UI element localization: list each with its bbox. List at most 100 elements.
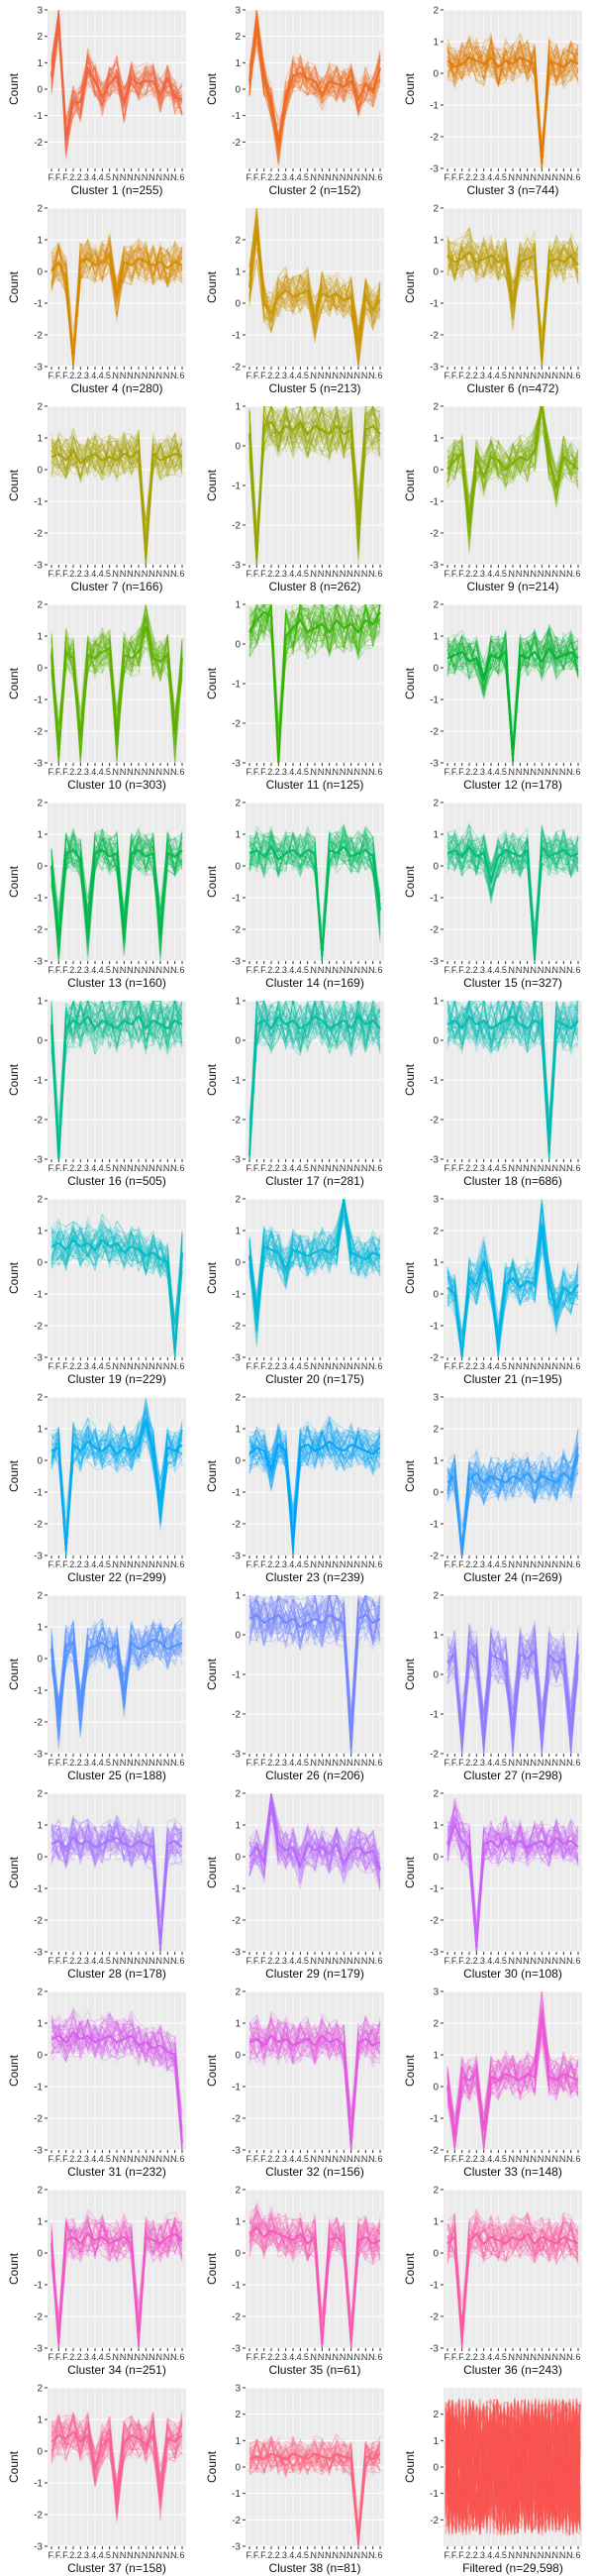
- series-line: [446, 2216, 579, 2348]
- series-line: [446, 1448, 579, 1547]
- x-tick-label: N.: [142, 2154, 150, 2164]
- x-tick-label: N.: [127, 2550, 136, 2560]
- x-tick-label: 2.: [275, 767, 283, 777]
- series-line: [248, 406, 381, 565]
- x-tick-label: N.: [346, 172, 355, 182]
- x-tick-label: N.: [120, 1559, 129, 1569]
- x-tick-label: N.: [333, 767, 342, 777]
- series-line: [248, 1795, 381, 1885]
- series-line: [50, 1825, 183, 1919]
- x-tick-label: N.: [516, 569, 525, 579]
- y-axis-label: Count: [205, 1658, 219, 1690]
- y-tick-label: -2: [34, 2114, 43, 2125]
- series-line: [446, 2212, 579, 2335]
- y-axis-label: Count: [403, 1459, 417, 1492]
- series-line: [248, 1199, 381, 1301]
- x-tick-label: N.: [559, 965, 568, 975]
- profile-line: [50, 23, 183, 138]
- y-tick-label: 0: [235, 299, 241, 310]
- x-tick-label: F.: [444, 1956, 450, 1966]
- series-line: [248, 264, 381, 336]
- series-line: [248, 1598, 381, 1723]
- y-axis-label: Count: [205, 1459, 219, 1492]
- x-tick-label: N.: [516, 2154, 525, 2164]
- x-tick-label: 2.: [267, 2352, 275, 2362]
- x-tick-label: F.: [444, 1758, 450, 1768]
- x-tick-label: 4.: [99, 569, 107, 579]
- series-line: [50, 1225, 183, 1350]
- x-tick-label: F.: [253, 172, 260, 182]
- x-tick-label: N.: [368, 2154, 377, 2164]
- profile-line: [446, 251, 579, 361]
- x-tick-label: 2.: [69, 1163, 77, 1173]
- series-line: [446, 835, 579, 928]
- x-tick-label: N.: [148, 1163, 157, 1173]
- series-line: [248, 2027, 381, 2139]
- series-line: [446, 1815, 579, 1924]
- series-line: [446, 243, 579, 357]
- series-line: [446, 843, 579, 961]
- series-lines: [50, 1617, 183, 1752]
- series-line: [446, 1823, 579, 1939]
- series-line: [50, 2211, 183, 2348]
- x-tick-label: F.: [246, 2352, 252, 2362]
- series-line: [248, 230, 381, 367]
- series-line: [248, 1001, 381, 1155]
- series-line: [248, 16, 381, 164]
- y-tick-label: -1: [430, 1884, 439, 1895]
- series-line: [50, 2411, 183, 2514]
- series-line: [248, 1414, 381, 1556]
- series-line: [50, 1820, 183, 1952]
- x-tick-label: 2.: [275, 2352, 283, 2362]
- x-tick-label: N.: [354, 172, 363, 182]
- x-tick-label: N.: [509, 2352, 518, 2362]
- series-line: [50, 434, 183, 565]
- y-tick-label: 1: [433, 632, 439, 643]
- series-line: [248, 604, 381, 759]
- y-tick-label: 1: [235, 2019, 241, 2030]
- series-line: [50, 1626, 183, 1730]
- series-line: [446, 636, 579, 763]
- y-tick-label: -2: [34, 331, 43, 342]
- x-tick-label: N.: [156, 172, 165, 182]
- series-line: [248, 2222, 381, 2341]
- y-tick-label: 0: [235, 862, 241, 873]
- series-lines: [248, 208, 381, 367]
- series-line: [50, 2411, 183, 2521]
- series-line: [248, 604, 381, 763]
- x-tick-label: F.: [260, 2154, 267, 2164]
- y-tick-label: 0: [235, 85, 241, 96]
- series-line: [50, 435, 183, 548]
- y-tick-label: 0: [235, 1853, 241, 1864]
- series-line: [248, 1596, 381, 1754]
- x-tick-label: N.: [509, 172, 518, 182]
- series-line: [248, 833, 381, 928]
- x-tick-label: F.: [48, 2352, 54, 2362]
- series-line: [248, 209, 381, 367]
- x-tick-label: 4.: [487, 1163, 495, 1173]
- x-tick-label: N.: [148, 2352, 157, 2362]
- y-tick-label: -1: [34, 2083, 43, 2093]
- series-line: [446, 622, 579, 763]
- series-line: [248, 15, 381, 163]
- series-line: [446, 833, 579, 947]
- x-tick-label: N.: [163, 172, 172, 182]
- x-tick-label: 4.: [99, 371, 107, 380]
- x-tick-label: 4.: [289, 767, 297, 777]
- x-tick-label: N.: [142, 1559, 150, 1569]
- x-tick-label: 6: [377, 2550, 382, 2560]
- y-tick-label: -3: [430, 1155, 439, 1166]
- series-line: [248, 1793, 381, 1890]
- series-line: [248, 1199, 381, 1317]
- series-line: [446, 227, 579, 367]
- x-tick-label: F.: [260, 1361, 267, 1371]
- y-tick-label: 0: [37, 268, 43, 278]
- x-tick-label: N.: [531, 965, 540, 975]
- series-lines: [248, 1793, 382, 1891]
- series-line: [50, 616, 183, 734]
- x-tick-label: N.: [120, 2154, 129, 2164]
- series-line: [248, 1001, 381, 1159]
- series-line: [50, 1411, 183, 1547]
